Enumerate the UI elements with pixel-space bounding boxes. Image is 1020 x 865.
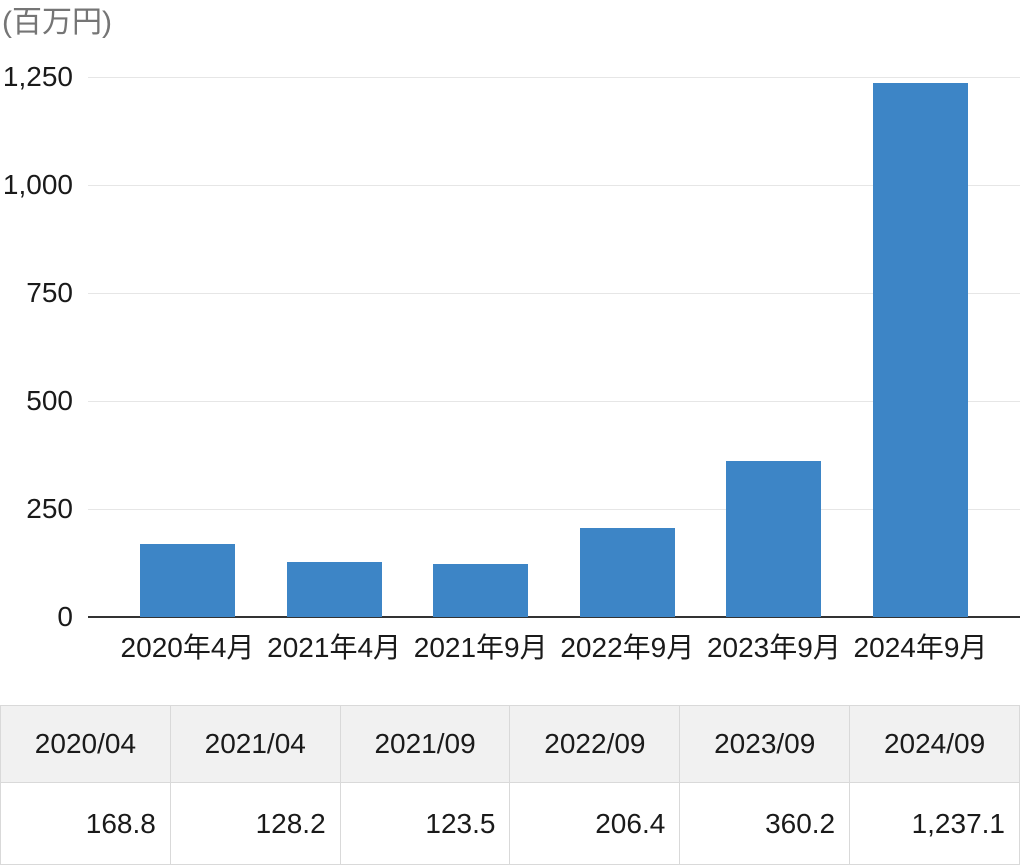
y-tick-label: 1,250 xyxy=(2,61,73,92)
table-value-cell: 168.8 xyxy=(0,782,171,865)
bar[interactable] xyxy=(433,564,529,617)
table-value-cell: 360.2 xyxy=(679,782,851,865)
y-tick-label: 500 xyxy=(26,385,73,416)
gridline xyxy=(88,509,1020,510)
bar-chart: 0 250 500 750 1,000 1,250 2020年4月 2021年4月 2021年… xyxy=(2,61,1020,663)
y-axis-unit-label: (百万円) xyxy=(2,6,112,39)
table-header-cell: 2020/04 xyxy=(0,705,171,783)
gridline xyxy=(88,185,1020,186)
table-value-cell: 128.2 xyxy=(169,782,341,865)
y-tick-label: 1,000 xyxy=(2,169,73,200)
x-tick-label: 2022年9月 xyxy=(560,632,695,663)
table-value-cell: 1,237.1 xyxy=(849,782,1020,865)
table-header-cell: 2021/04 xyxy=(169,705,341,783)
x-tick-label: 2021年4月 xyxy=(267,632,402,663)
data-table: 2020/04 2021/04 2021/09 2022/09 2023/09 2024/… xyxy=(0,705,1020,865)
table-value-cell: 206.4 xyxy=(509,782,681,865)
gridline xyxy=(88,77,1020,78)
bar[interactable] xyxy=(726,461,822,617)
y-tick-label: 250 xyxy=(26,493,73,524)
table-header-cell: 2021/09 xyxy=(339,705,511,783)
table-header-cell: 2022/09 xyxy=(509,705,681,783)
table-header-cell: 2024/09 xyxy=(849,705,1020,783)
x-axis-line xyxy=(88,616,1020,618)
x-tick-label: 2021年9月 xyxy=(413,632,548,663)
bar[interactable] xyxy=(286,562,382,617)
x-tick-label: 2020年4月 xyxy=(120,632,255,663)
table-value-row: 168.8 128.2 123.5 206.4 360.2 1,237.1 xyxy=(0,782,1020,865)
bar[interactable] xyxy=(140,544,235,617)
y-tick-label: 0 xyxy=(57,601,73,632)
bar[interactable] xyxy=(873,83,968,617)
y-tick-label: 750 xyxy=(26,277,73,308)
bar[interactable] xyxy=(579,528,675,617)
x-tick-label: 2023年9月 xyxy=(706,632,841,663)
table-value-cell: 123.5 xyxy=(339,782,511,865)
table-header-cell: 2023/09 xyxy=(679,705,851,783)
x-tick-label: 2024年9月 xyxy=(853,632,988,663)
table-header-row: 2020/04 2021/04 2021/09 2022/09 2023/09 2024/… xyxy=(0,705,1020,783)
gridline xyxy=(88,293,1020,294)
gridline xyxy=(88,401,1020,402)
